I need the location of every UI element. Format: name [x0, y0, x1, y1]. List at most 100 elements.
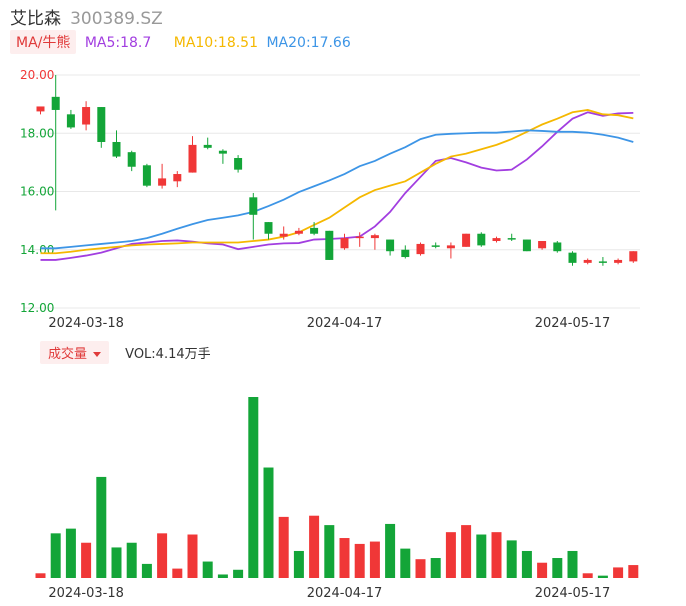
- candle-body: [507, 238, 516, 240]
- ma5-line: [40, 111, 634, 261]
- candle: [355, 232, 364, 247]
- volume-bar: [141, 563, 152, 578]
- volume-x-axis: 2024-03-18 2024-04-17 2024-05-17: [48, 586, 610, 601]
- volume-toggle-label: 成交量: [48, 347, 88, 362]
- candle: [203, 137, 212, 150]
- candle: [127, 150, 136, 172]
- candle-body: [477, 233, 486, 246]
- candle-body: [431, 245, 440, 247]
- candle-body: [325, 230, 334, 260]
- ma-legend: MA/牛熊 MA5:18.7 MA10:18.51 MA20:17.66: [10, 30, 351, 54]
- candle-body: [234, 158, 243, 170]
- candle-body: [462, 233, 471, 247]
- candle: [279, 226, 288, 240]
- candle: [112, 130, 121, 159]
- candle: [553, 241, 562, 253]
- candle-body: [522, 239, 531, 252]
- candle: [142, 163, 151, 188]
- volume-bar: [248, 397, 259, 578]
- candle-body: [629, 251, 638, 262]
- candle: [431, 242, 440, 249]
- candle-body: [97, 107, 106, 142]
- candle: [66, 109, 75, 129]
- volume-bar: [506, 540, 517, 578]
- volume-bar: [537, 562, 548, 578]
- candle: [158, 163, 167, 189]
- volume-bar: [430, 558, 441, 578]
- volume-bar: [552, 558, 563, 578]
- y-tick-label: 14.00: [20, 243, 54, 257]
- candle: [462, 233, 471, 247]
- candle-body: [446, 245, 455, 249]
- candle-body: [203, 144, 212, 148]
- caret-down-icon: [93, 352, 102, 357]
- candle-body: [492, 238, 501, 242]
- volume-bar: [567, 550, 578, 578]
- candle-body: [36, 106, 45, 112]
- candle-body: [370, 235, 379, 239]
- candle-body: [416, 243, 425, 255]
- candle-body: [188, 144, 197, 173]
- volume-bar: [202, 561, 213, 578]
- y-tick-label: 12.00: [20, 301, 54, 315]
- candle: [477, 232, 486, 247]
- candle: [249, 192, 258, 240]
- candle-body: [279, 233, 288, 237]
- volume-bar: [217, 574, 228, 578]
- volume-bar: [400, 548, 411, 578]
- volume-toggle-button[interactable]: 成交量: [40, 341, 110, 364]
- volume-bar: [81, 542, 92, 578]
- volume-bar: [461, 525, 472, 578]
- candle: [173, 171, 182, 188]
- volume-bar: [339, 538, 350, 578]
- ma-lines: [40, 109, 634, 261]
- volume-bar: [597, 575, 608, 578]
- volume-bar: [187, 534, 198, 578]
- volume-bar: [111, 547, 122, 578]
- volume-bar: [263, 467, 274, 578]
- candle-body: [82, 107, 91, 125]
- stock-code: 300389.SZ: [70, 9, 163, 29]
- candle: [446, 242, 455, 259]
- volume-bar: [309, 515, 320, 578]
- candle: [522, 239, 531, 252]
- y-tick-label: 18.00: [20, 126, 54, 140]
- candle-body: [386, 239, 395, 252]
- volume-bar: [445, 532, 456, 578]
- x-tick-label: 2024-04-17: [307, 586, 383, 601]
- candle-body: [127, 152, 136, 167]
- candle: [325, 230, 334, 260]
- volume-bar: [521, 550, 532, 578]
- candle-body: [553, 242, 562, 252]
- candle: [36, 106, 45, 115]
- ma10-legend-label: MA10:18.51: [173, 35, 259, 51]
- ma10-line: [40, 109, 634, 255]
- candle: [264, 222, 273, 240]
- volume-bar: [35, 573, 46, 578]
- candle: [614, 258, 623, 265]
- candle-body: [173, 174, 182, 182]
- y-tick-label: 20.00: [20, 68, 54, 82]
- candle: [234, 155, 243, 173]
- x-tick-label: 2024-03-18: [48, 586, 124, 601]
- candle-body: [538, 241, 547, 249]
- volume-bar: [354, 543, 365, 578]
- price-y-axis: 20.00 18.00 16.00 14.00 12.00: [20, 68, 54, 315]
- candle: [401, 245, 410, 259]
- volume-legend: 成交量 VOL:4.14万手: [40, 341, 211, 364]
- candle-body: [142, 165, 151, 186]
- candle: [294, 227, 303, 236]
- candle: [538, 241, 547, 250]
- candle: [82, 101, 91, 131]
- candle-body: [401, 249, 410, 258]
- x-tick-label: 2024-03-18: [48, 316, 124, 331]
- candle: [598, 257, 607, 266]
- candle: [507, 233, 516, 242]
- volume-bar: [476, 534, 487, 578]
- candle-body: [568, 252, 577, 263]
- volume-bar: [172, 568, 183, 578]
- ma-toggle-button[interactable]: MA/牛熊: [10, 30, 77, 54]
- candle: [583, 258, 592, 265]
- volume-bar: [613, 567, 624, 578]
- volume-value-label: VOL:4.14万手: [125, 347, 211, 362]
